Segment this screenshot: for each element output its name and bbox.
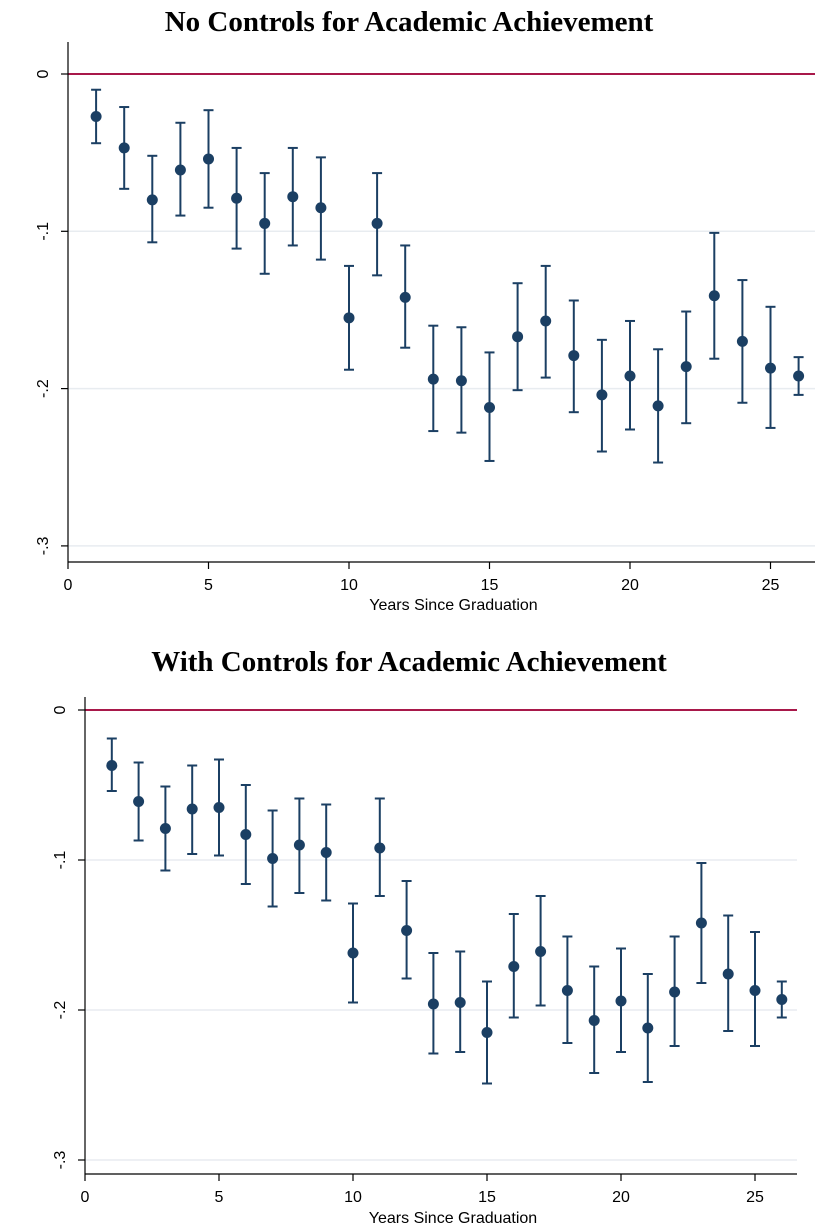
y-tick-label: -.1 bbox=[35, 222, 52, 241]
data-point bbox=[568, 350, 580, 362]
data-point bbox=[484, 401, 495, 413]
x-tick-label: 20 bbox=[612, 1189, 630, 1206]
data-point bbox=[203, 153, 214, 165]
data-point bbox=[722, 968, 734, 980]
data-point bbox=[213, 802, 225, 813]
data-point bbox=[535, 946, 547, 957]
y-tick-label: 0 bbox=[35, 69, 52, 78]
data-point bbox=[793, 370, 805, 382]
data-point bbox=[669, 986, 681, 998]
data-point bbox=[642, 1022, 654, 1034]
data-point bbox=[596, 389, 608, 401]
data-point bbox=[106, 760, 118, 771]
data-point bbox=[159, 823, 171, 834]
y-tick-label: -.2 bbox=[52, 1001, 69, 1020]
chart-title: With Controls for Academic Achievement bbox=[151, 646, 667, 678]
data-point bbox=[454, 997, 466, 1008]
data-point bbox=[455, 375, 467, 387]
data-point bbox=[765, 362, 776, 374]
y-tick-label: -.3 bbox=[52, 1151, 69, 1170]
data-point bbox=[652, 400, 664, 412]
y-tick-label: 0 bbox=[52, 705, 69, 714]
data-point bbox=[588, 1015, 600, 1026]
data-point bbox=[615, 995, 627, 1007]
data-point bbox=[736, 335, 748, 347]
data-point bbox=[259, 217, 271, 229]
data-point bbox=[231, 192, 243, 204]
data-point bbox=[624, 370, 636, 382]
x-axis-label: Years Since Graduation bbox=[369, 1210, 537, 1227]
x-tick-label: 15 bbox=[478, 1189, 496, 1206]
x-tick-label: 5 bbox=[204, 577, 213, 594]
data-point bbox=[293, 839, 305, 851]
data-point bbox=[399, 291, 411, 303]
data-point bbox=[401, 925, 413, 936]
data-point bbox=[427, 998, 439, 1010]
y-tick-label: -.1 bbox=[52, 851, 69, 870]
data-point bbox=[776, 994, 788, 1005]
x-tick-label: 10 bbox=[344, 1189, 362, 1206]
chart-panel-with-controls: With Controls for Academic Achievement 0… bbox=[0, 640, 818, 1227]
x-tick-label: 25 bbox=[762, 577, 780, 594]
chart-plot-no-controls: 0 -.1 -.2 -.3 0 5 10 15 20 25 Years Since Graduati… bbox=[35, 42, 815, 614]
chart-title: No Controls for Academic Achievement bbox=[164, 6, 654, 38]
data-point bbox=[267, 853, 279, 864]
data-point bbox=[90, 110, 102, 122]
data-point bbox=[374, 842, 386, 854]
chart-panel-no-controls: No Controls for Academic Achievement 0 -.… bbox=[35, 6, 815, 614]
data-point bbox=[481, 1027, 493, 1038]
y-tick-label: -.2 bbox=[35, 379, 52, 398]
data-point bbox=[320, 847, 332, 858]
data-point bbox=[174, 164, 186, 176]
data-point bbox=[118, 142, 130, 154]
data-point bbox=[427, 373, 439, 385]
x-tick-label: 20 bbox=[621, 577, 639, 594]
data-point bbox=[695, 917, 707, 929]
data-point bbox=[146, 194, 158, 206]
data-point bbox=[371, 217, 383, 229]
x-tick-label: 25 bbox=[746, 1189, 764, 1206]
x-tick-label: 10 bbox=[340, 577, 358, 594]
data-point bbox=[680, 361, 692, 373]
chart-plot-with-controls: 0 -.1 -.2 -.3 0 5 10 15 20 25 Years Since Graduati… bbox=[52, 697, 797, 1227]
data-point bbox=[561, 985, 573, 996]
data-point bbox=[749, 985, 761, 996]
data-point bbox=[508, 961, 520, 972]
data-point bbox=[287, 191, 299, 203]
y-tick-label: -.3 bbox=[35, 536, 52, 555]
data-point bbox=[512, 331, 524, 343]
data-point bbox=[186, 803, 198, 815]
x-tick-label: 0 bbox=[81, 1189, 90, 1206]
x-tick-label: 15 bbox=[481, 577, 499, 594]
data-point bbox=[540, 315, 552, 327]
x-axis-label: Years Since Graduation bbox=[369, 597, 537, 614]
x-tick-label: 5 bbox=[215, 1189, 224, 1206]
data-point bbox=[240, 829, 252, 840]
data-point bbox=[708, 290, 720, 302]
data-point bbox=[343, 312, 355, 324]
data-point bbox=[347, 947, 359, 959]
data-point bbox=[133, 796, 145, 807]
data-point bbox=[315, 202, 327, 214]
x-tick-label: 0 bbox=[64, 577, 73, 594]
